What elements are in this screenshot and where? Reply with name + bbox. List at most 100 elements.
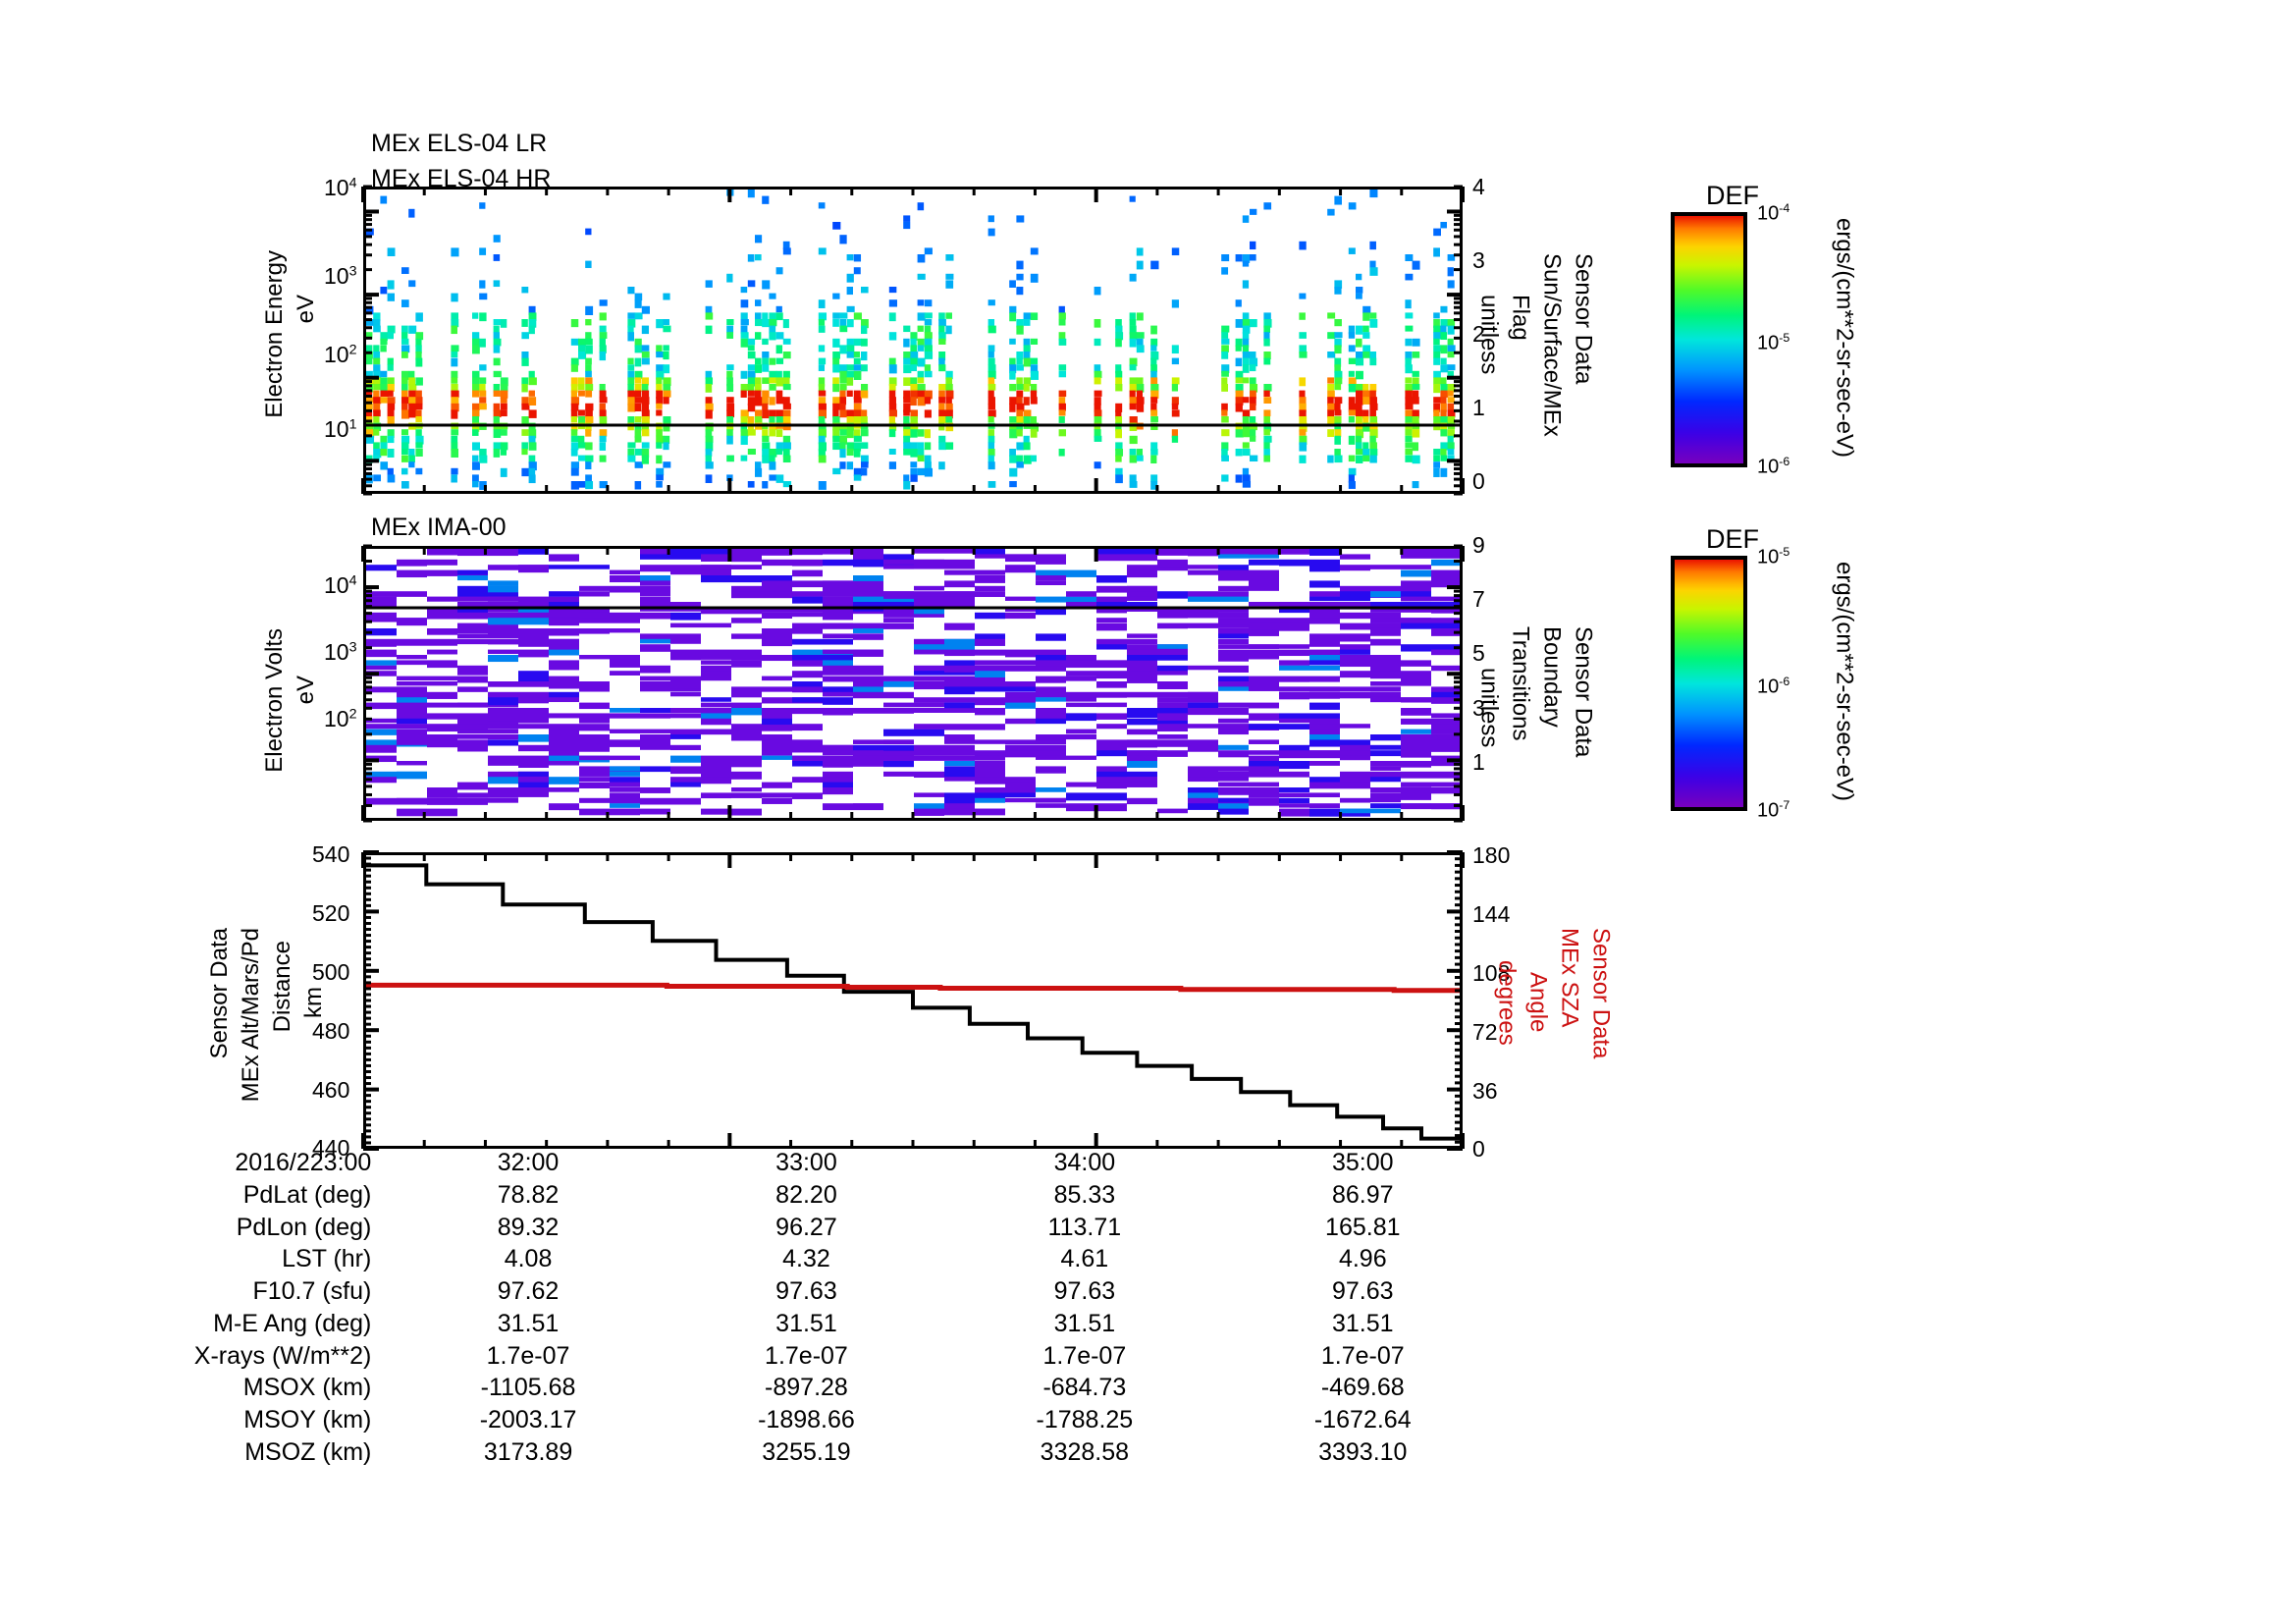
table-cell: 85.33 (1053, 1180, 1116, 1209)
panel-ima-plot-frame (363, 546, 1463, 821)
els-right-axis-text0: Sensor Data (1570, 253, 1597, 385)
table-cell: 34:00 (1053, 1149, 1116, 1176)
table-cell: -684.73 (1042, 1374, 1127, 1402)
ima-ytick-1e3: 103 (324, 639, 357, 665)
table-cell: 35:00 (1332, 1149, 1394, 1176)
panel-els-plot-frame (363, 187, 1463, 494)
table-cell: -1788.25 (1036, 1406, 1134, 1434)
altitude-line (366, 863, 1460, 1141)
colorbar-1-title: DEF (1706, 181, 1759, 210)
panel-sza-right-axis-l2: Angle (1524, 972, 1552, 1033)
ima-right-tick-7: 7 (1472, 586, 1485, 612)
table-cell: 1.7e-07 (1042, 1341, 1127, 1370)
els-ytick-1e2: 102 (324, 342, 357, 367)
ima-right-tick-3: 3 (1472, 695, 1485, 721)
panel-sza-right-axis-l3: degrees (1493, 960, 1521, 1046)
colorbar-2-tick-bot: 10-7 (1757, 798, 1790, 822)
els-right-tick-4: 4 (1472, 174, 1485, 199)
alt-ytick-440: 440 (312, 1135, 350, 1161)
table-row: M-E Ang (deg) 31.51 31.51 31.51 31.51 (108, 1308, 1502, 1340)
table-row-label: PdLat (deg) (242, 1180, 372, 1209)
els-right-tick-0: 0 (1472, 468, 1485, 494)
colorbar-2-tick-top: 10-5 (1757, 545, 1790, 568)
ima-right-axis-text0: Sensor Data (1570, 626, 1597, 758)
table-cell: -897.28 (765, 1374, 848, 1402)
table-row-label: X-rays (W/m**2) (193, 1341, 372, 1370)
table-cell: 32:00 (497, 1149, 560, 1176)
table-row: PdLat (deg) 78.82 82.20 85.33 86.97 (108, 1179, 1502, 1212)
table-cell: -469.68 (1320, 1374, 1405, 1402)
table-cell: 96.27 (775, 1213, 837, 1241)
sza-right-axis-text2: Angle (1524, 972, 1552, 1033)
sza-line (366, 982, 1460, 994)
els-ytick-1e4: 104 (324, 175, 357, 200)
table-cell: 3328.58 (1040, 1437, 1130, 1466)
colorbar-1-tick-top: 10-4 (1757, 201, 1790, 225)
table-cell: 1.7e-07 (1320, 1341, 1405, 1370)
sza-right-axis-text3: degrees (1493, 960, 1521, 1046)
table-cell: 165.81 (1325, 1213, 1401, 1241)
table-cell: 86.97 (1332, 1180, 1394, 1209)
table-cell: 82.20 (775, 1180, 837, 1209)
table-cell: 3255.19 (762, 1437, 851, 1466)
table-row-label: MSOY (km) (243, 1406, 372, 1434)
table-cell: -1898.66 (758, 1406, 855, 1434)
table-cell: 31.51 (1053, 1309, 1116, 1337)
table-cell: -1105.68 (480, 1374, 576, 1402)
table-row-label: 2016/223:00 (235, 1149, 372, 1176)
sza-ytick-108: 108 (1472, 960, 1511, 986)
table-cell: 3393.10 (1318, 1437, 1408, 1466)
panel-sza-right-axis-l1: MEx SZA (1556, 928, 1583, 1028)
table-cell: 78.82 (497, 1180, 560, 1209)
alt-ytick-480: 480 (312, 1018, 350, 1044)
alt-sza-lines (366, 863, 1460, 1141)
panel-els-right-axis-l0: Sensor Data (1570, 253, 1597, 385)
alt-ytick-520: 520 (312, 900, 350, 926)
els-right-tick-3: 3 (1472, 247, 1485, 273)
table-cell: 4.61 (1060, 1245, 1109, 1273)
panel-ima-right-axis-l1: Boundary (1538, 626, 1565, 728)
ima-right-tick-9: 9 (1472, 532, 1485, 558)
table-cell: 33:00 (775, 1149, 837, 1176)
panel-ima-right-axis-l0: Sensor Data (1570, 626, 1597, 758)
table-cell: 1.7e-07 (765, 1341, 848, 1370)
els-right-axis-text2: Flag (1507, 295, 1534, 341)
els-right-tick-2: 2 (1472, 321, 1485, 347)
table-cell: 97.63 (775, 1277, 837, 1305)
alt-ytick-540: 540 (312, 841, 350, 867)
table-cell: 3173.89 (483, 1437, 573, 1466)
table-row-label: MSOZ (km) (244, 1437, 372, 1466)
colorbar-2-title: DEF (1706, 524, 1759, 554)
table-row-label: MSOX (km) (242, 1374, 372, 1402)
sza-ytick-72: 72 (1472, 1019, 1498, 1045)
table-cell: 97.63 (1332, 1277, 1394, 1305)
table-row-label: F10.7 (sfu) (252, 1277, 372, 1305)
table-cell: 4.96 (1338, 1245, 1387, 1273)
ima-spectrogram (366, 549, 1460, 817)
parameter-table-grid: 2016/223:00 32:00 33:00 34:00 35:00 PdLat (de… (108, 1147, 1502, 1469)
table-row-label: LST (hr) (282, 1245, 372, 1273)
els-right-axis-text3: unitless (1475, 295, 1503, 375)
table-cell: -2003.17 (479, 1406, 577, 1434)
table-cell: 97.62 (497, 1277, 560, 1305)
parameter-table: 2016/223:00 32:00 33:00 34:00 35:00 PdLat (de… (108, 1147, 1502, 1469)
colorbar-1 (1671, 212, 1747, 467)
sza-ytick-144: 144 (1472, 901, 1511, 927)
table-cell: 31.51 (1332, 1309, 1394, 1337)
table-row: 2016/223:00 32:00 33:00 34:00 35:00 (108, 1147, 1502, 1179)
ima-ytick-1e4: 104 (324, 572, 357, 598)
table-row-label: M-E Ang (deg) (213, 1309, 372, 1337)
ima-right-axis-text3: unitless (1475, 668, 1503, 748)
table-cell: 31.51 (497, 1309, 560, 1337)
table-cell: 89.32 (497, 1213, 560, 1241)
sza-right-axis-text1: MEx SZA (1556, 928, 1583, 1028)
panel-els-title-lr: MEx ELS-04 LR (371, 130, 548, 157)
panel-els-right-axis-l3: unitless (1475, 295, 1503, 375)
table-cell: 97.63 (1053, 1277, 1116, 1305)
table-row-label: PdLon (deg) (236, 1213, 372, 1241)
table-cell: 1.7e-07 (486, 1341, 570, 1370)
els-ytick-1e3: 103 (324, 263, 357, 289)
colorbar-1-unit-text: ergs/(cm**2-sr-sec-eV) (1831, 218, 1858, 459)
sza-ytick-36: 36 (1472, 1078, 1498, 1104)
